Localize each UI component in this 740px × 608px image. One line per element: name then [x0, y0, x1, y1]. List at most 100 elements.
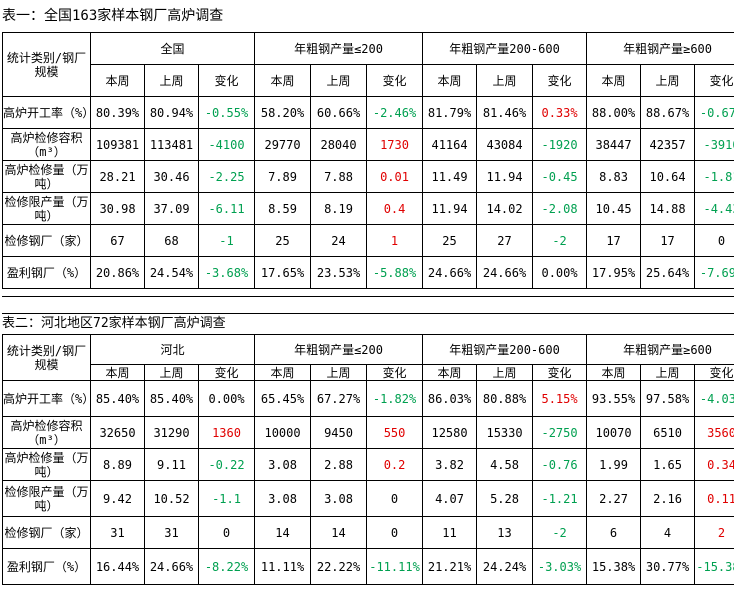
header-label: 统计类别/钢厂规模 [2, 334, 91, 381]
value-cell: 4.58 [476, 448, 534, 481]
value-cell: 31290 [144, 416, 199, 449]
value-cell: 24.54% [144, 256, 199, 289]
subheader-cell: 变化 [366, 64, 424, 97]
group-header: 全国 [89, 32, 256, 65]
value-cell: 8.59 [254, 192, 312, 225]
table-row: 盈利钢厂（%） 20.86% 24.54% -3.68% 17.65% 23.53% -5.… [2, 256, 740, 289]
value-cell: 11 [422, 516, 478, 549]
value-cell: 113481 [144, 128, 199, 161]
subheader-cell: 本周 [586, 364, 642, 381]
value-cell: 24.24% [476, 548, 534, 585]
change-cell: 0 [197, 516, 256, 549]
row-label: 高炉检修量（万吨） [2, 448, 91, 481]
subheader-cell: 变化 [197, 364, 256, 381]
subheader-cell: 变化 [532, 364, 588, 381]
value-cell: 86.03% [422, 380, 478, 417]
change-cell: 0.01 [366, 160, 424, 193]
row-label: 检修限产量（万吨） [2, 480, 91, 517]
value-cell: 41164 [422, 128, 478, 161]
change-cell: -4100 [197, 128, 256, 161]
change-cell: -0.55% [197, 96, 256, 129]
value-cell: 6 [586, 516, 642, 549]
table1: 统计类别/钢厂规模 全国 年粗钢产量≤200 年粗钢产量200-600 年粗钢产量≥60… [2, 32, 740, 289]
value-cell: 67 [90, 224, 145, 257]
value-cell: 10.45 [586, 192, 642, 225]
group-header: 年粗钢产量200-600 [422, 32, 588, 65]
value-cell: 21.21% [422, 548, 478, 585]
value-cell: 31 [144, 516, 199, 549]
subheader-cell: 本周 [254, 364, 312, 381]
subheader-cell: 上周 [640, 64, 696, 97]
change-cell: 3560 [694, 416, 740, 449]
change-cell: -8.22% [197, 548, 256, 585]
value-cell: 68 [144, 224, 199, 257]
subheader-cell: 本周 [90, 364, 145, 381]
value-cell: 43084 [476, 128, 534, 161]
change-cell: -0.76 [532, 448, 588, 481]
change-cell: -2750 [532, 416, 588, 449]
change-cell: 0.34 [694, 448, 740, 481]
value-cell: 80.94% [144, 96, 199, 129]
group-header: 年粗钢产量≥600 [586, 334, 740, 365]
group-header: 年粗钢产量200-600 [422, 334, 588, 365]
value-cell: 15.38% [586, 548, 642, 585]
value-cell: 8.89 [90, 448, 145, 481]
value-cell: 4 [640, 516, 696, 549]
value-cell: 3.08 [310, 480, 368, 517]
value-cell: 7.88 [310, 160, 368, 193]
change-cell: -3.68% [197, 256, 256, 289]
change-cell: -5.88% [366, 256, 424, 289]
row-label: 高炉检修量（万吨） [2, 160, 91, 193]
change-cell: 0 [366, 516, 424, 549]
value-cell: 25 [254, 224, 312, 257]
value-cell: 88.00% [586, 96, 642, 129]
change-cell: 1360 [197, 416, 256, 449]
value-cell: 9450 [310, 416, 368, 449]
value-cell: 3.82 [422, 448, 478, 481]
subheader-cell: 上周 [144, 364, 199, 381]
change-cell: 1730 [366, 128, 424, 161]
change-cell: 0 [366, 480, 424, 517]
row-label: 盈利钢厂（%） [2, 548, 91, 585]
change-cell: -1.21 [532, 480, 588, 517]
value-cell: 2.88 [310, 448, 368, 481]
value-cell: 3.08 [254, 448, 312, 481]
value-cell: 23.53% [310, 256, 368, 289]
value-cell: 22.22% [310, 548, 368, 585]
value-cell: 1.99 [586, 448, 642, 481]
value-cell: 9.11 [144, 448, 199, 481]
value-cell: 8.83 [586, 160, 642, 193]
value-cell: 42357 [640, 128, 696, 161]
change-cell: -15.38% [694, 548, 740, 585]
value-cell: 10070 [586, 416, 642, 449]
value-cell: 11.11% [254, 548, 312, 585]
value-cell: 80.88% [476, 380, 534, 417]
subheader-cell: 上周 [640, 364, 696, 381]
value-cell: 30.98 [90, 192, 145, 225]
value-cell: 24.66% [422, 256, 478, 289]
change-cell: 0.00% [197, 380, 256, 417]
table2-title: 表二：河北地区72家样本钢厂高炉调查 [2, 316, 226, 331]
change-cell: -1.1 [197, 480, 256, 517]
value-cell: 9.42 [90, 480, 145, 517]
table-row: 高炉检修容积（m³） 32650 31290 1360 10000 9450 550 1258… [2, 416, 740, 449]
value-cell: 17.65% [254, 256, 312, 289]
value-cell: 93.55% [586, 380, 642, 417]
value-cell: 37.09 [144, 192, 199, 225]
subheader-cell: 变化 [366, 364, 424, 381]
value-cell: 11.94 [422, 192, 478, 225]
subheader-cell: 本周 [422, 364, 478, 381]
group-header: 年粗钢产量≥600 [586, 32, 740, 65]
value-cell: 67.27% [310, 380, 368, 417]
value-cell: 29770 [254, 128, 312, 161]
subheader-cell: 本周 [254, 64, 312, 97]
row-label: 检修钢厂（家） [2, 224, 91, 257]
change-cell: 2 [694, 516, 740, 549]
subheader-cell: 变化 [532, 64, 588, 97]
value-cell: 60.66% [310, 96, 368, 129]
header-row: 统计类别/钢厂规模 全国 年粗钢产量≤200 年粗钢产量200-600 年粗钢产量≥60… [2, 32, 740, 97]
value-cell: 80.39% [90, 96, 145, 129]
value-cell: 27 [476, 224, 534, 257]
change-cell: -1.82% [366, 380, 424, 417]
header-label: 统计类别/钢厂规模 [2, 32, 91, 97]
